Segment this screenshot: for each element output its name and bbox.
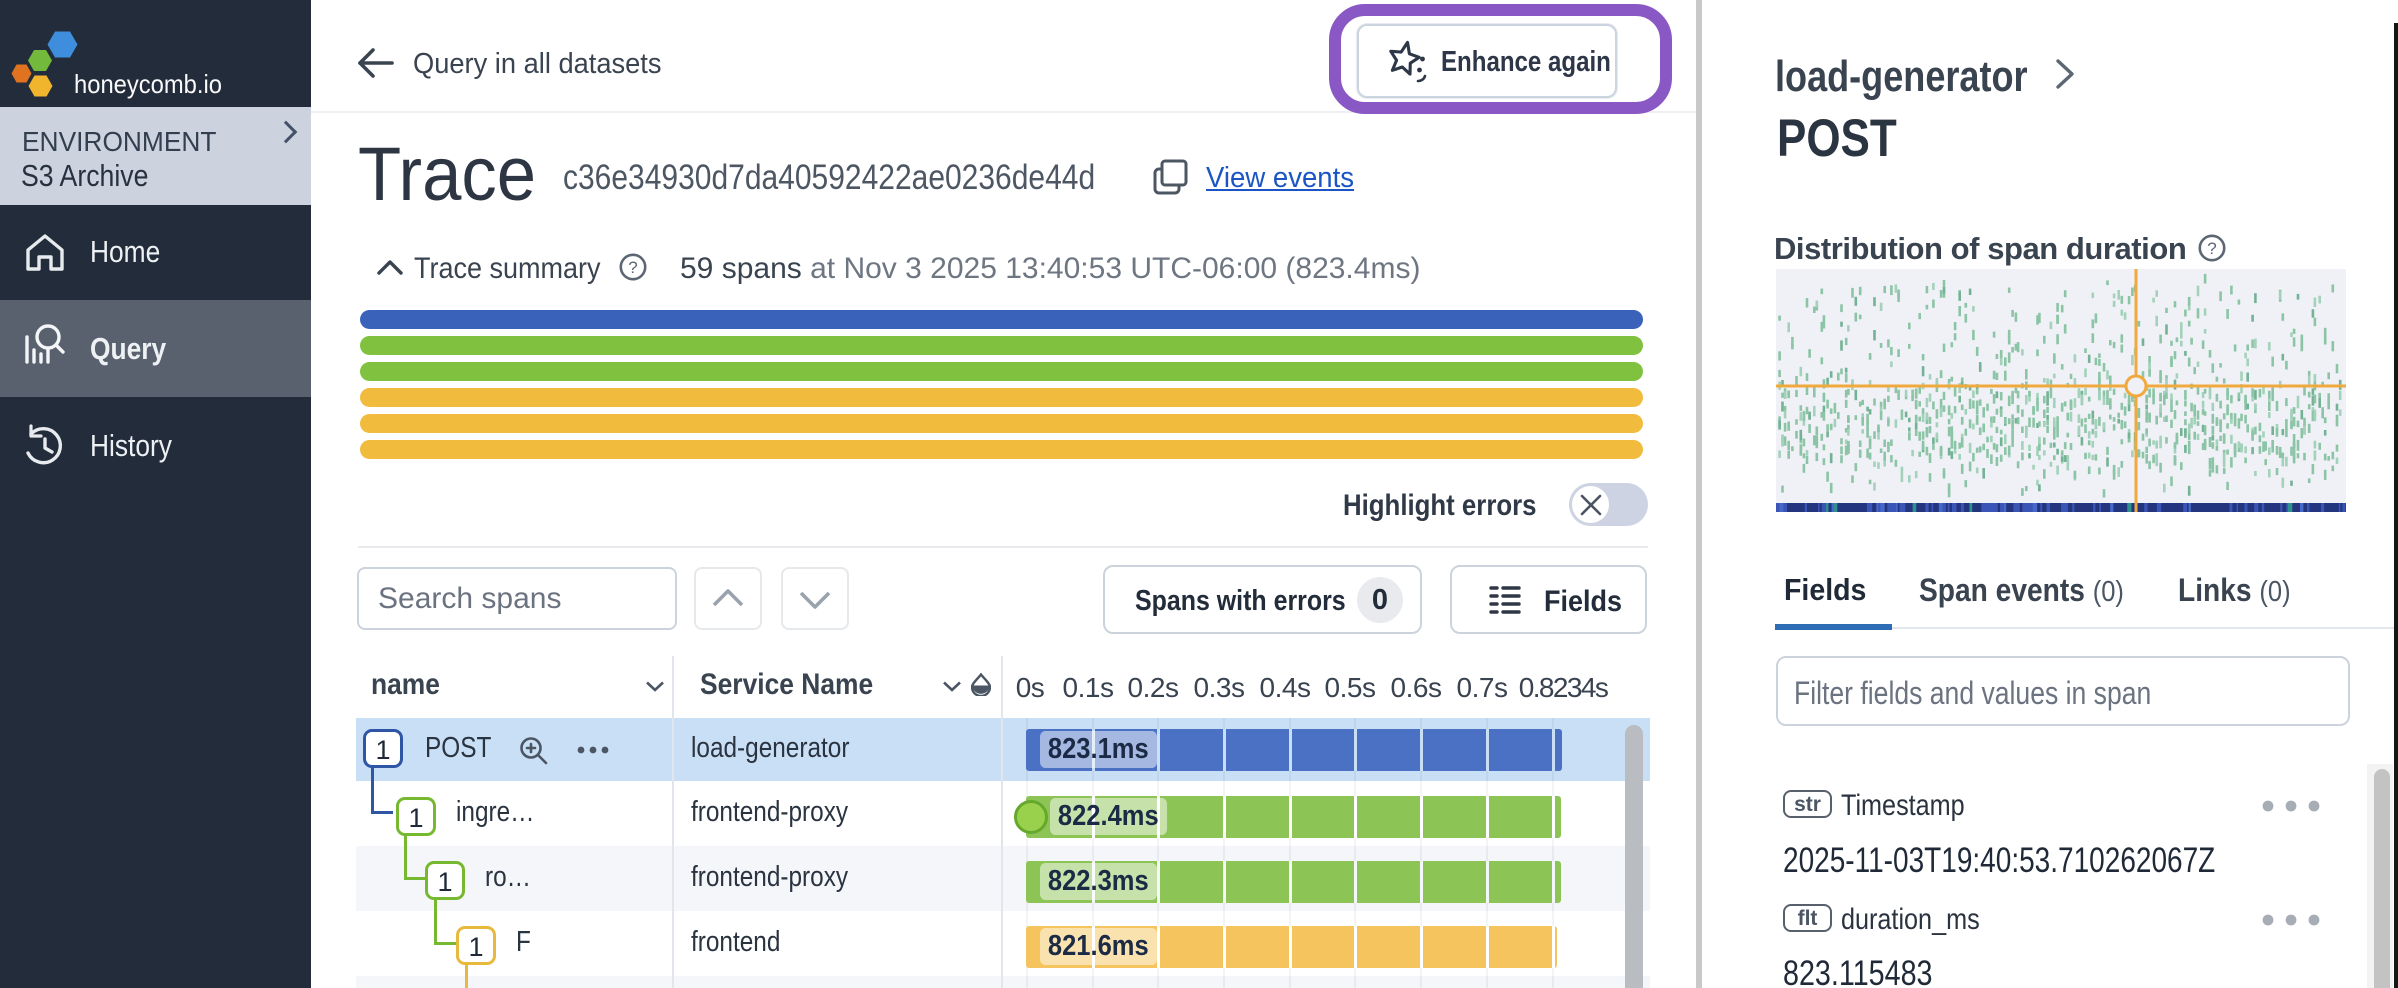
svg-text:?: ? bbox=[628, 258, 637, 277]
svg-text:?: ? bbox=[2207, 239, 2216, 258]
svg-text:honeycomb.io: honeycomb.io bbox=[74, 69, 222, 99]
